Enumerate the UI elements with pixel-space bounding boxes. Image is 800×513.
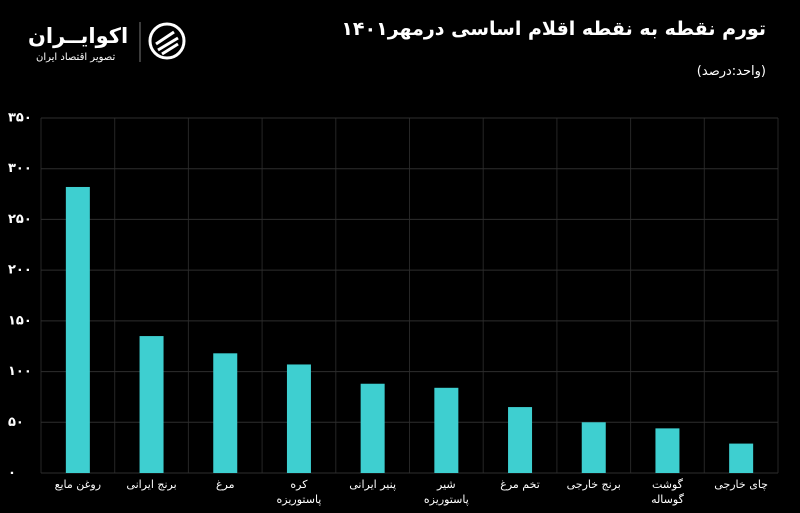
x-tick-label: برنج خارجی [566, 478, 621, 491]
bar [139, 336, 164, 473]
x-tick-label: پنیر ایرانی [349, 478, 397, 491]
brand-tagline: تصویر اقتصاد ایران [36, 52, 116, 63]
bar [213, 353, 238, 473]
brand-name: اکوایــران [28, 24, 129, 48]
chart-subtitle: (واحد:درصد) [696, 64, 766, 79]
y-tick-label: ۲۵۰ [8, 212, 32, 227]
y-tick-label: ۳۰۰ [8, 161, 32, 176]
y-tick-label: ۱۵۰ [8, 313, 32, 328]
bar [729, 443, 754, 473]
y-tick-label: ۱۰۰ [8, 364, 32, 379]
logo-icon [148, 22, 186, 60]
x-tick-label: مرغ [215, 478, 235, 491]
y-tick-label: ۳۵۰ [8, 111, 32, 126]
bar [65, 186, 90, 473]
y-tick-label: ۰ [8, 466, 16, 481]
x-tick-label: چای خارجی [714, 478, 768, 491]
bar [434, 387, 459, 473]
x-tick-label: تخم مرغ [500, 478, 540, 491]
x-tick-label: روغن مایع [54, 478, 102, 491]
x-tick-label: برنج ایرانی [126, 478, 177, 491]
bar [655, 428, 680, 473]
bar [360, 383, 385, 473]
x-tick-label: شیر پاستوریزه [423, 478, 469, 506]
x-tick-label: کره پاستوریزه [276, 478, 322, 506]
bar [508, 407, 533, 473]
bar [286, 364, 311, 473]
chart-title: تورم نقطه به نقطه اقلام اساسی درمهر۱۴۰۱ [341, 18, 766, 40]
bar [581, 422, 606, 473]
y-tick-label: ۲۰۰ [8, 263, 32, 278]
y-tick-label: ۵۰ [8, 415, 24, 430]
x-tick-label: گوشت گوساله [651, 478, 684, 506]
